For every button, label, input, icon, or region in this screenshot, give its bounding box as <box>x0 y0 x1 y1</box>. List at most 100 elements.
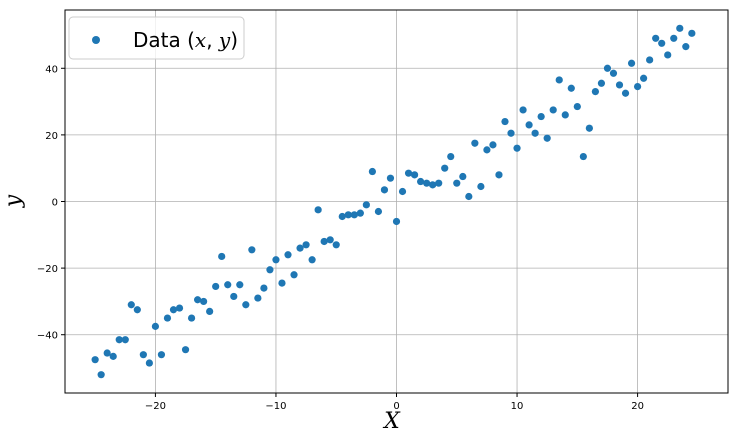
data-point <box>368 167 376 176</box>
data-point <box>435 179 443 187</box>
data-point <box>181 346 190 354</box>
data-point <box>290 271 298 279</box>
legend-box <box>68 16 245 60</box>
data-point <box>579 152 587 161</box>
data-point <box>272 256 280 264</box>
y-axis-label: y <box>1 194 26 208</box>
data-point <box>127 301 135 309</box>
data-point <box>489 141 497 149</box>
data-point <box>248 246 256 254</box>
data-point <box>501 117 509 126</box>
data-point <box>537 112 545 121</box>
data-point <box>585 124 593 132</box>
data-point <box>169 306 178 314</box>
data-point <box>326 236 334 244</box>
data-point <box>139 351 147 359</box>
data-point <box>308 256 316 264</box>
data-point <box>483 146 491 154</box>
data-point <box>260 284 268 292</box>
data-point <box>332 241 340 249</box>
data-point <box>477 182 485 191</box>
data-point <box>187 314 196 322</box>
data-point <box>163 314 172 322</box>
data-point <box>133 306 141 314</box>
data-point <box>338 212 346 221</box>
data-point <box>507 129 515 137</box>
data-point <box>603 64 612 72</box>
data-point <box>200 297 208 306</box>
y-tick-label: −40 <box>37 331 58 342</box>
data-point <box>621 89 630 97</box>
data-point <box>676 24 684 32</box>
data-point <box>115 336 123 344</box>
data-point <box>266 266 274 274</box>
data-point <box>398 187 407 196</box>
legend: Data (x, y) <box>68 16 245 60</box>
data-point <box>525 121 533 129</box>
data-point <box>242 301 250 309</box>
data-point <box>206 307 214 316</box>
data-point <box>302 241 310 249</box>
x-axis-label: X <box>382 409 401 434</box>
data-point <box>658 39 666 47</box>
data-point <box>543 134 551 142</box>
data-point <box>145 359 153 367</box>
data-point <box>465 192 473 201</box>
data-point <box>549 106 557 114</box>
data-point <box>640 74 648 82</box>
data-point <box>218 252 226 261</box>
y-tick-label: 20 <box>45 131 58 142</box>
data-point <box>664 51 672 59</box>
x-tick-label: −10 <box>265 401 286 412</box>
data-point <box>91 356 99 364</box>
data-point <box>404 169 413 177</box>
data-point <box>380 186 389 194</box>
data-point <box>670 34 678 42</box>
x-tick-label: 10 <box>511 401 524 412</box>
data-point <box>278 279 286 287</box>
data-point <box>627 59 636 67</box>
data-point <box>519 106 527 114</box>
data-point <box>633 83 642 91</box>
data-point <box>212 282 220 291</box>
data-point <box>531 129 539 137</box>
data-point <box>320 237 328 246</box>
data-point <box>314 206 322 214</box>
data-point <box>609 69 618 77</box>
data-point <box>561 111 569 119</box>
data-point <box>417 177 425 186</box>
data-point <box>374 207 383 216</box>
data-point <box>97 371 105 379</box>
x-tick-label: −20 <box>145 401 166 412</box>
data-point <box>356 209 364 217</box>
y-axis-ticks: −40 −20 0 20 40 <box>37 64 65 342</box>
data-point <box>471 139 479 147</box>
data-point <box>194 296 202 304</box>
data-point <box>350 211 358 219</box>
grid <box>65 10 728 393</box>
data-point <box>567 84 575 92</box>
data-point <box>392 217 401 226</box>
data-point <box>513 144 521 152</box>
legend-label: Data (x, y) <box>133 28 238 52</box>
data-point <box>103 349 111 357</box>
data-point <box>175 304 184 312</box>
legend-marker <box>92 36 100 44</box>
data-point <box>296 244 304 252</box>
data-point <box>109 352 117 360</box>
data-point <box>597 79 606 87</box>
data-point <box>447 152 455 161</box>
data-point <box>646 56 654 64</box>
data-point <box>157 351 166 359</box>
data-point <box>555 76 563 84</box>
data-points <box>91 24 696 379</box>
data-point <box>410 171 419 179</box>
y-tick-label: 40 <box>45 64 58 75</box>
data-point <box>284 251 292 259</box>
data-point <box>423 179 431 187</box>
data-point <box>254 294 262 302</box>
data-point <box>495 171 503 179</box>
y-tick-label: 0 <box>52 198 58 209</box>
data-point <box>151 322 160 330</box>
